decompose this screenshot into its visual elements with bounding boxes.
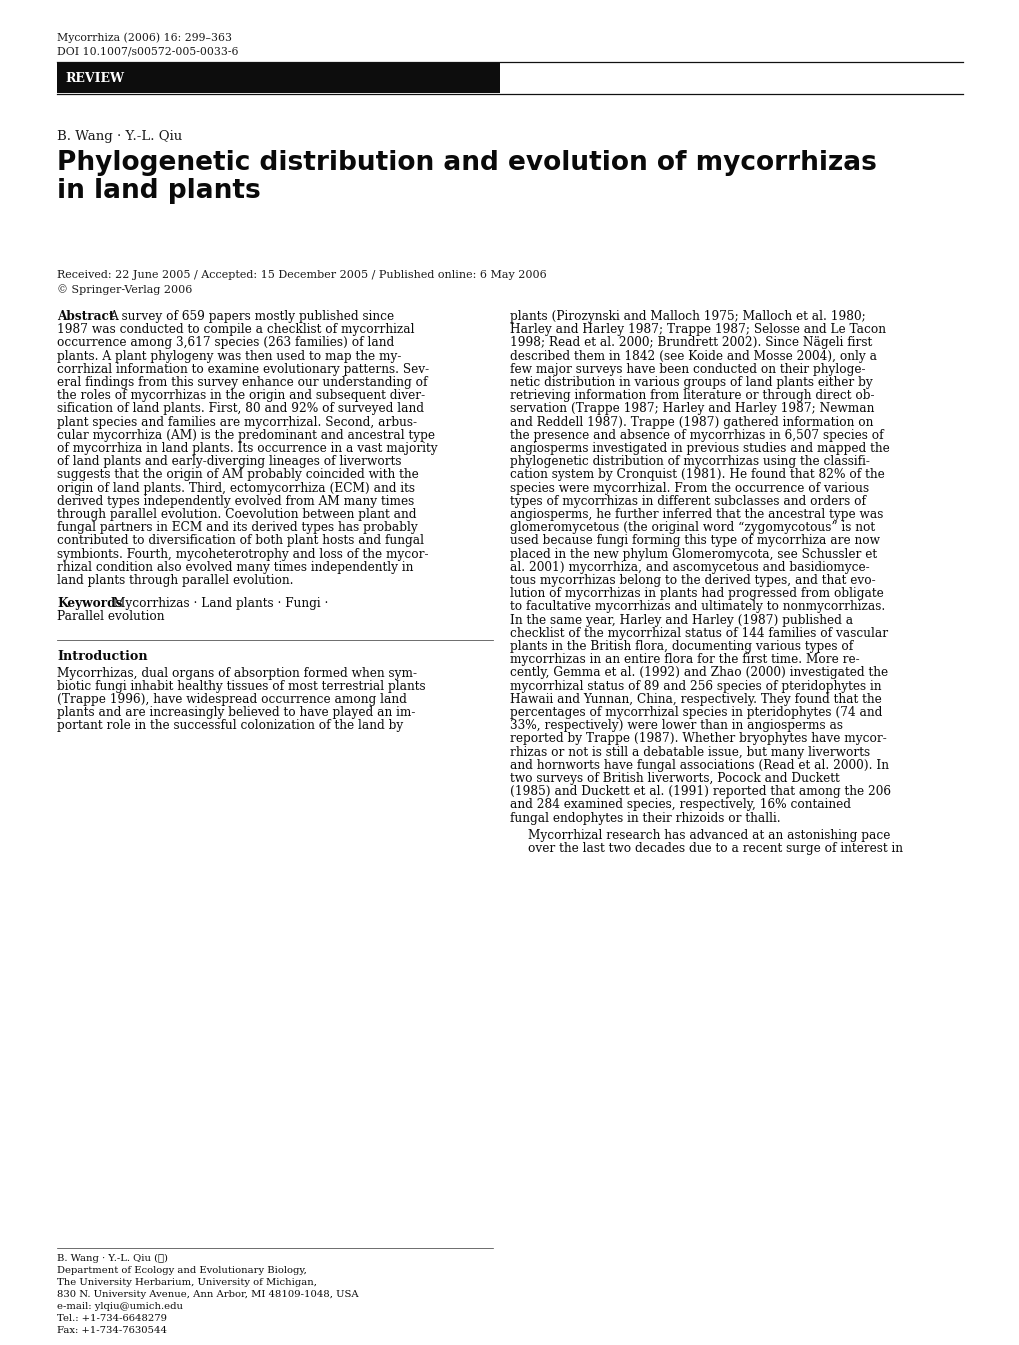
Text: corrhizal information to examine evolutionary patterns. Sev-: corrhizal information to examine evoluti… <box>57 363 429 375</box>
Text: cular mycorrhiza (AM) is the predominant and ancestral type: cular mycorrhiza (AM) is the predominant… <box>57 429 434 441</box>
Text: portant role in the successful colonization of the land by: portant role in the successful colonizat… <box>57 720 403 733</box>
Text: Tel.: +1-734-6648279: Tel.: +1-734-6648279 <box>57 1314 167 1323</box>
Text: netic distribution in various groups of land plants either by: netic distribution in various groups of … <box>510 377 872 389</box>
Text: © Springer-Verlag 2006: © Springer-Verlag 2006 <box>57 284 193 295</box>
Text: the presence and absence of mycorrhizas in 6,507 species of: the presence and absence of mycorrhizas … <box>510 429 882 441</box>
Text: over the last two decades due to a recent surge of interest in: over the last two decades due to a recen… <box>528 842 902 855</box>
Text: reported by Trappe (1987). Whether bryophytes have mycor-: reported by Trappe (1987). Whether bryop… <box>510 733 886 745</box>
Text: DOI 10.1007/s00572-005-0033-6: DOI 10.1007/s00572-005-0033-6 <box>57 47 238 56</box>
Text: B. Wang · Y.-L. Qiu: B. Wang · Y.-L. Qiu <box>57 130 182 143</box>
Text: to facultative mycorrhizas and ultimately to nonmycorrhizas.: to facultative mycorrhizas and ultimatel… <box>510 600 884 613</box>
Text: of land plants and early-diverging lineages of liverworts: of land plants and early-diverging linea… <box>57 455 401 468</box>
Text: plants in the British flora, documenting various types of: plants in the British flora, documenting… <box>510 640 853 654</box>
Text: (Trappe 1996), have widespread occurrence among land: (Trappe 1996), have widespread occurrenc… <box>57 693 407 706</box>
Text: Received: 22 June 2005 / Accepted: 15 December 2005 / Published online: 6 May 20: Received: 22 June 2005 / Accepted: 15 De… <box>57 270 546 280</box>
Text: plants (Pirozynski and Malloch 1975; Malloch et al. 1980;: plants (Pirozynski and Malloch 1975; Mal… <box>510 309 865 323</box>
Text: plants. A plant phylogeny was then used to map the my-: plants. A plant phylogeny was then used … <box>57 350 401 363</box>
Text: rhizal condition also evolved many times independently in: rhizal condition also evolved many times… <box>57 561 413 574</box>
Text: the roles of mycorrhizas in the origin and subsequent diver-: the roles of mycorrhizas in the origin a… <box>57 389 425 402</box>
Text: contributed to diversification of both plant hosts and fungal: contributed to diversification of both p… <box>57 534 424 547</box>
Text: glomeromycetous (the original word “zygomycotous” is not: glomeromycetous (the original word “zygo… <box>510 522 874 534</box>
Text: described them in 1842 (see Koide and Mosse 2004), only a: described them in 1842 (see Koide and Mo… <box>510 350 876 363</box>
Text: Harley and Harley 1987; Trappe 1987; Selosse and Le Tacon: Harley and Harley 1987; Trappe 1987; Sel… <box>510 323 886 336</box>
Text: phylogenetic distribution of mycorrhizas using the classifi-: phylogenetic distribution of mycorrhizas… <box>510 455 869 468</box>
Text: checklist of the mycorrhizal status of 144 families of vascular: checklist of the mycorrhizal status of 1… <box>510 627 888 640</box>
Text: B. Wang · Y.-L. Qiu (✉): B. Wang · Y.-L. Qiu (✉) <box>57 1254 168 1263</box>
Text: 33%, respectively) were lower than in angiosperms as: 33%, respectively) were lower than in an… <box>510 720 842 732</box>
Bar <box>57 63 499 93</box>
Text: through parallel evolution. Coevolution between plant and: through parallel evolution. Coevolution … <box>57 508 416 521</box>
Text: suggests that the origin of AM probably coincided with the: suggests that the origin of AM probably … <box>57 468 419 482</box>
Text: derived types independently evolved from AM many times: derived types independently evolved from… <box>57 495 414 508</box>
Text: Phylogenetic distribution and evolution of mycorrhizas: Phylogenetic distribution and evolution … <box>57 151 876 176</box>
Text: and 284 examined species, respectively, 16% contained: and 284 examined species, respectively, … <box>510 799 850 811</box>
Text: Fax: +1-734-7630544: Fax: +1-734-7630544 <box>57 1326 167 1336</box>
Text: fungal partners in ECM and its derived types has probably: fungal partners in ECM and its derived t… <box>57 522 418 534</box>
Text: Department of Ecology and Evolutionary Biology,: Department of Ecology and Evolutionary B… <box>57 1266 307 1275</box>
Text: cently, Gemma et al. (1992) and Zhao (2000) investigated the: cently, Gemma et al. (1992) and Zhao (20… <box>510 666 888 679</box>
Text: A survey of 659 papers mostly published since: A survey of 659 papers mostly published … <box>109 309 393 323</box>
Text: Mycorrhiza (2006) 16: 299–363: Mycorrhiza (2006) 16: 299–363 <box>57 32 231 43</box>
Text: types of mycorrhizas in different subclasses and orders of: types of mycorrhizas in different subcla… <box>510 495 865 508</box>
Text: fungal endophytes in their rhizoids or thalli.: fungal endophytes in their rhizoids or t… <box>510 811 780 824</box>
Text: origin of land plants. Third, ectomycorrhiza (ECM) and its: origin of land plants. Third, ectomycorr… <box>57 482 415 495</box>
Text: plant species and families are mycorrhizal. Second, arbus-: plant species and families are mycorrhiz… <box>57 416 417 429</box>
Text: placed in the new phylum Glomeromycota, see Schussler et: placed in the new phylum Glomeromycota, … <box>510 547 876 561</box>
Text: species were mycorrhizal. From the occurrence of various: species were mycorrhizal. From the occur… <box>510 482 868 495</box>
Text: Introduction: Introduction <box>57 650 148 663</box>
Text: e-mail: ylqiu@umich.edu: e-mail: ylqiu@umich.edu <box>57 1302 182 1311</box>
Text: Abstract: Abstract <box>57 309 114 323</box>
Text: and Reddell 1987). Trappe (1987) gathered information on: and Reddell 1987). Trappe (1987) gathere… <box>510 416 872 429</box>
Text: angiosperms, he further inferred that the ancestral type was: angiosperms, he further inferred that th… <box>510 508 882 521</box>
Text: in land plants: in land plants <box>57 178 261 204</box>
Text: used because fungi forming this type of mycorrhiza are now: used because fungi forming this type of … <box>510 534 879 547</box>
Text: 830 N. University Avenue, Ann Arbor, MI 48109-1048, USA: 830 N. University Avenue, Ann Arbor, MI … <box>57 1290 359 1299</box>
Text: sification of land plants. First, 80 and 92% of surveyed land: sification of land plants. First, 80 and… <box>57 402 424 416</box>
Text: In the same year, Harley and Harley (1987) published a: In the same year, Harley and Harley (198… <box>510 613 852 627</box>
Text: and hornworts have fungal associations (Read et al. 2000). In: and hornworts have fungal associations (… <box>510 759 889 772</box>
Text: land plants through parallel evolution.: land plants through parallel evolution. <box>57 574 293 586</box>
Text: Mycorrhizas, dual organs of absorption formed when sym-: Mycorrhizas, dual organs of absorption f… <box>57 667 417 679</box>
Text: servation (Trappe 1987; Harley and Harley 1987; Newman: servation (Trappe 1987; Harley and Harle… <box>510 402 873 416</box>
Text: Hawaii and Yunnan, China, respectively. They found that the: Hawaii and Yunnan, China, respectively. … <box>510 693 880 706</box>
Text: occurrence among 3,617 species (263 families) of land: occurrence among 3,617 species (263 fami… <box>57 336 394 350</box>
Text: percentages of mycorrhizal species in pteridophytes (74 and: percentages of mycorrhizal species in pt… <box>510 706 881 720</box>
Text: 1998; Read et al. 2000; Brundrett 2002). Since Nägeli first: 1998; Read et al. 2000; Brundrett 2002).… <box>510 336 871 350</box>
Text: mycorrhizas in an entire flora for the first time. More re-: mycorrhizas in an entire flora for the f… <box>510 654 859 666</box>
Text: Mycorrhizas · Land plants · Fungi ·: Mycorrhizas · Land plants · Fungi · <box>113 597 328 611</box>
Text: al. 2001) mycorrhiza, and ascomycetous and basidiomyce-: al. 2001) mycorrhiza, and ascomycetous a… <box>510 561 869 574</box>
Text: mycorrhizal status of 89 and 256 species of pteridophytes in: mycorrhizal status of 89 and 256 species… <box>510 679 880 693</box>
Text: angiosperms investigated in previous studies and mapped the: angiosperms investigated in previous stu… <box>510 443 889 455</box>
Text: symbionts. Fourth, mycoheterotrophy and loss of the mycor-: symbionts. Fourth, mycoheterotrophy and … <box>57 547 428 561</box>
Text: two surveys of British liverworts, Pocock and Duckett: two surveys of British liverworts, Pococ… <box>510 772 839 785</box>
Text: retrieving information from literature or through direct ob-: retrieving information from literature o… <box>510 389 873 402</box>
Text: Mycorrhizal research has advanced at an astonishing pace: Mycorrhizal research has advanced at an … <box>528 829 890 842</box>
Text: Keywords: Keywords <box>57 597 122 611</box>
Text: plants and are increasingly believed to have played an im-: plants and are increasingly believed to … <box>57 706 415 720</box>
Text: biotic fungi inhabit healthy tissues of most terrestrial plants: biotic fungi inhabit healthy tissues of … <box>57 679 425 693</box>
Text: few major surveys have been conducted on their phyloge-: few major surveys have been conducted on… <box>510 363 865 375</box>
Text: (1985) and Duckett et al. (1991) reported that among the 206: (1985) and Duckett et al. (1991) reporte… <box>510 785 891 798</box>
Text: of mycorrhiza in land plants. Its occurrence in a vast majority: of mycorrhiza in land plants. Its occurr… <box>57 443 437 455</box>
Text: tous mycorrhizas belong to the derived types, and that evo-: tous mycorrhizas belong to the derived t… <box>510 574 874 586</box>
Text: The University Herbarium, University of Michigan,: The University Herbarium, University of … <box>57 1278 317 1287</box>
Text: 1987 was conducted to compile a checklist of mycorrhizal: 1987 was conducted to compile a checklis… <box>57 323 414 336</box>
Text: REVIEW: REVIEW <box>65 73 124 86</box>
Text: Parallel evolution: Parallel evolution <box>57 611 164 623</box>
Text: lution of mycorrhizas in plants had progressed from obligate: lution of mycorrhizas in plants had prog… <box>510 588 882 600</box>
Text: rhizas or not is still a debatable issue, but many liverworts: rhizas or not is still a debatable issue… <box>510 745 869 759</box>
Text: eral findings from this survey enhance our understanding of: eral findings from this survey enhance o… <box>57 377 427 389</box>
Text: cation system by Cronquist (1981). He found that 82% of the: cation system by Cronquist (1981). He fo… <box>510 468 883 482</box>
